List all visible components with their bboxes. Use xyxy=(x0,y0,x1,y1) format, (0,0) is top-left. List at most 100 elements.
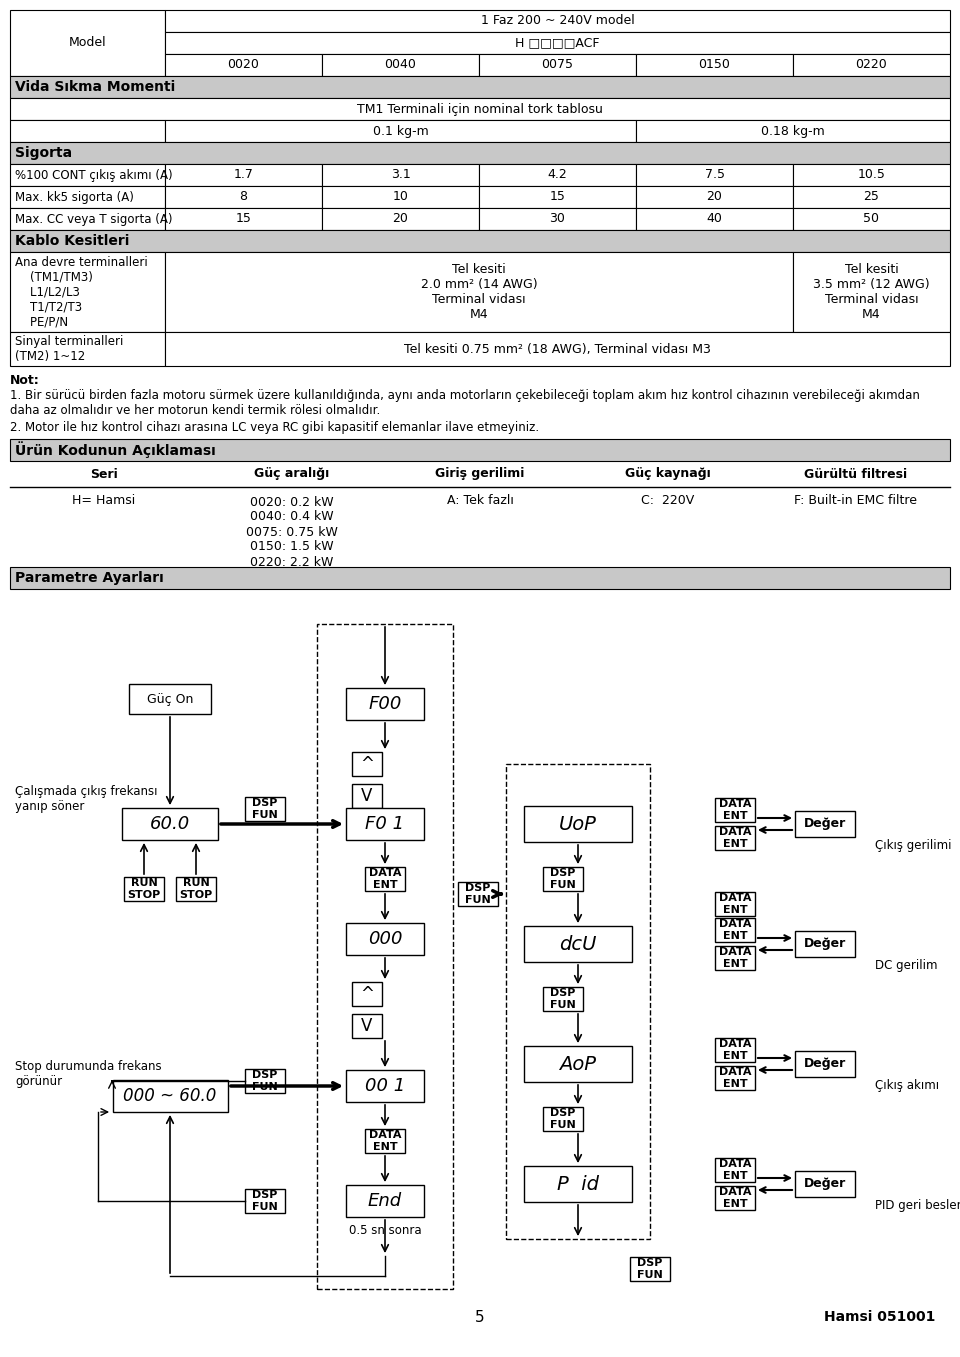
Text: V: V xyxy=(361,1016,372,1035)
Bar xyxy=(715,892,755,916)
Text: Sinyal terminalleri
(TM2) 1~12: Sinyal terminalleri (TM2) 1~12 xyxy=(15,335,124,364)
Text: Çalışmada çıkış frekansı
yanıp söner: Çalışmada çıkış frekansı yanıp söner xyxy=(15,784,157,813)
Text: 0.18 kg-m: 0.18 kg-m xyxy=(761,125,825,137)
Text: 0020: 0.2 kW
0040: 0.4 kW
0075: 0.75 kW
0150: 1.5 kW
0220: 2.2 kW: 0020: 0.2 kW 0040: 0.4 kW 0075: 0.75 kW … xyxy=(246,495,338,569)
Text: Not:: Not: xyxy=(10,375,39,387)
Bar xyxy=(346,923,424,955)
Text: AoP: AoP xyxy=(560,1054,596,1073)
Text: DATA
ENT: DATA ENT xyxy=(719,947,752,969)
Bar xyxy=(322,186,479,208)
Bar xyxy=(346,1185,424,1217)
Text: Tel kesiti
3.5 mm² (12 AWG)
Terminal vidası
M4: Tel kesiti 3.5 mm² (12 AWG) Terminal vid… xyxy=(813,263,930,322)
Bar xyxy=(793,186,950,208)
Text: RUN
STOP: RUN STOP xyxy=(180,878,212,900)
Text: 00 1: 00 1 xyxy=(365,1077,405,1095)
Text: Parametre Ayarları: Parametre Ayarları xyxy=(15,571,164,585)
Text: DATA
ENT: DATA ENT xyxy=(719,1039,752,1061)
Text: 40: 40 xyxy=(707,213,723,225)
Text: Model: Model xyxy=(69,37,107,49)
Text: DATA
ENT: DATA ENT xyxy=(719,1159,752,1181)
Text: dcU: dcU xyxy=(560,935,597,954)
Text: DATA
ENT: DATA ENT xyxy=(719,1187,752,1209)
Bar xyxy=(10,229,950,252)
Text: 25: 25 xyxy=(864,190,879,204)
Text: 1 Faz 200 ~ 240V model: 1 Faz 200 ~ 240V model xyxy=(481,15,635,27)
Bar xyxy=(10,186,165,208)
Text: TM1 Terminali için nominal tork tablosu: TM1 Terminali için nominal tork tablosu xyxy=(357,103,603,115)
Bar xyxy=(10,208,165,229)
Bar xyxy=(795,931,855,957)
Bar xyxy=(112,1080,228,1111)
Bar xyxy=(636,119,950,142)
Bar xyxy=(458,882,498,906)
Text: Çıkış gerilimi: Çıkış gerilimi xyxy=(875,840,951,852)
Bar xyxy=(715,1186,755,1210)
Text: DSP
FUN: DSP FUN xyxy=(637,1258,662,1280)
Text: DATA
ENT: DATA ENT xyxy=(369,1130,401,1152)
Bar xyxy=(129,684,211,714)
Text: Ürün Kodunun Açıklaması: Ürün Kodunun Açıklaması xyxy=(15,441,216,459)
Bar xyxy=(543,1107,583,1130)
Bar xyxy=(10,252,165,332)
Text: 1. Bir sürücü birden fazla motoru sürmek üzere kullanıldığında, aynı anda motorl: 1. Bir sürücü birden fazla motoru sürmek… xyxy=(10,389,920,417)
Text: Kablo Kesitleri: Kablo Kesitleri xyxy=(15,233,130,248)
Bar xyxy=(322,208,479,229)
Text: Tel kesiti 0.75 mm² (18 AWG), Terminal vidası M3: Tel kesiti 0.75 mm² (18 AWG), Terminal v… xyxy=(404,342,711,356)
Text: Çıkış akımı: Çıkış akımı xyxy=(875,1080,939,1092)
Text: Seri: Seri xyxy=(90,468,118,480)
Bar xyxy=(10,76,950,98)
Bar xyxy=(636,54,793,76)
Text: RUN
STOP: RUN STOP xyxy=(128,878,160,900)
Text: 2. Motor ile hız kontrol cihazı arasına LC veya RC gibi kapasitif elemanlar ilav: 2. Motor ile hız kontrol cihazı arasına … xyxy=(10,421,540,434)
Text: 50: 50 xyxy=(863,213,879,225)
Bar xyxy=(322,164,479,186)
Bar xyxy=(165,33,950,54)
Text: Tel kesiti
2.0 mm² (14 AWG)
Terminal vidası
M4: Tel kesiti 2.0 mm² (14 AWG) Terminal vid… xyxy=(420,263,538,322)
Text: DC gerilim: DC gerilim xyxy=(875,959,938,973)
Text: DSP
FUN: DSP FUN xyxy=(466,883,491,905)
Bar xyxy=(346,688,424,721)
Text: 10.5: 10.5 xyxy=(857,168,885,182)
Text: 4.2: 4.2 xyxy=(547,168,567,182)
Text: Değer: Değer xyxy=(804,1178,846,1190)
Text: 000 ~ 60.0: 000 ~ 60.0 xyxy=(123,1087,217,1105)
Text: ^: ^ xyxy=(360,985,374,1003)
Bar xyxy=(165,208,322,229)
Text: Değer: Değer xyxy=(804,817,846,830)
Text: H= Hamsi: H= Hamsi xyxy=(72,494,135,508)
Bar xyxy=(506,764,650,1239)
Text: Güç kaynağı: Güç kaynağı xyxy=(625,468,710,480)
Bar xyxy=(543,987,583,1011)
Text: Stop durumunda frekans
görünür: Stop durumunda frekans görünür xyxy=(15,1060,161,1088)
Text: C:  220V: C: 220V xyxy=(641,494,695,508)
Text: DSP
FUN: DSP FUN xyxy=(550,868,576,890)
Bar xyxy=(10,332,165,366)
Text: V: V xyxy=(361,787,372,805)
Bar xyxy=(10,98,950,119)
Bar xyxy=(630,1257,670,1281)
Bar xyxy=(346,807,424,840)
Text: F0 1: F0 1 xyxy=(366,816,404,833)
Bar xyxy=(795,1052,855,1077)
Bar xyxy=(479,164,636,186)
Bar xyxy=(322,54,479,76)
Text: 0220: 0220 xyxy=(855,58,887,72)
Text: DATA
ENT: DATA ENT xyxy=(719,799,752,821)
Bar xyxy=(245,797,285,821)
Bar xyxy=(715,946,755,970)
Text: 0150: 0150 xyxy=(699,58,731,72)
Text: Gürültü filtresi: Gürültü filtresi xyxy=(804,468,907,480)
Text: Değer: Değer xyxy=(804,1057,846,1071)
Bar xyxy=(165,54,322,76)
Bar xyxy=(715,917,755,942)
Bar xyxy=(352,1014,382,1038)
Text: DATA
ENT: DATA ENT xyxy=(719,1067,752,1088)
Text: DSP
FUN: DSP FUN xyxy=(252,1071,277,1092)
Text: DSP
FUN: DSP FUN xyxy=(550,988,576,1010)
Text: Sigorta: Sigorta xyxy=(15,147,72,160)
Bar xyxy=(479,186,636,208)
Text: 3.1: 3.1 xyxy=(391,168,410,182)
Bar xyxy=(715,1067,755,1090)
Bar xyxy=(715,1158,755,1182)
Text: DATA
ENT: DATA ENT xyxy=(719,828,752,848)
